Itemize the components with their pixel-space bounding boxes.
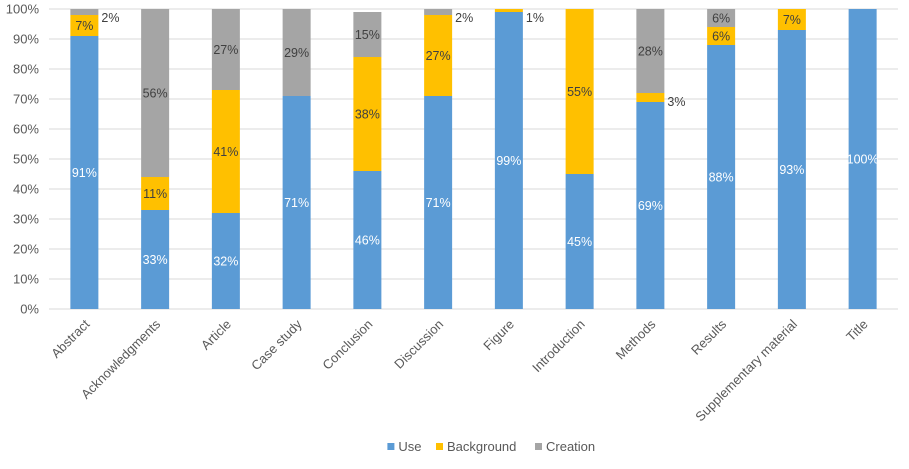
bar-segment-creation: [424, 9, 453, 15]
bar-segment-background: [494, 9, 523, 12]
y-tick-label: 70%: [13, 92, 39, 107]
data-label: 27%: [426, 49, 451, 63]
bar-segment-background: [565, 9, 594, 174]
y-tick-label: 100%: [6, 2, 40, 17]
y-tick-label: 20%: [13, 242, 39, 257]
y-tick-label: 80%: [13, 62, 39, 77]
legend-label: Use: [398, 439, 421, 454]
bar-segment-use: [707, 45, 736, 309]
x-tick-label: Case study: [248, 316, 305, 373]
bar-segment-use: [636, 102, 665, 309]
data-label: 27%: [213, 43, 238, 57]
bar-segment-use: [424, 96, 453, 309]
bar-segment-use: [848, 9, 877, 309]
data-label: 7%: [783, 13, 801, 27]
bar-segment-use: [70, 36, 99, 309]
data-label: 71%: [284, 196, 309, 210]
legend-swatch: [387, 443, 395, 450]
y-tick-label: 30%: [13, 212, 39, 227]
bar-segment-background: [353, 57, 382, 171]
bar-segment-use: [565, 174, 594, 309]
data-label: 15%: [355, 28, 380, 42]
data-label: 99%: [496, 154, 521, 168]
y-tick-label: 90%: [13, 32, 39, 47]
bar-segment-use: [211, 213, 240, 309]
x-tick-label: Title: [843, 317, 871, 345]
x-tick-label: Conclusion: [319, 317, 375, 373]
bar-segment-creation: [353, 12, 382, 57]
y-tick-label: 0%: [20, 302, 39, 317]
legend-label: Background: [447, 439, 516, 454]
data-label: 7%: [75, 19, 93, 33]
bar-segment-use: [353, 171, 382, 309]
bar-segment-creation: [70, 9, 99, 15]
bar-segment-background: [707, 27, 736, 45]
bar-segment-creation: [707, 9, 736, 27]
data-label: 56%: [143, 87, 168, 101]
data-label: 41%: [213, 145, 238, 159]
bar-segment-background: [211, 90, 240, 213]
bar-segment-background: [636, 93, 665, 102]
data-label: 32%: [213, 255, 238, 269]
bar-segment-creation: [282, 9, 311, 96]
bar-segment-use: [282, 96, 311, 309]
x-tick-label: Introduction: [529, 317, 588, 376]
data-label: 88%: [709, 171, 734, 185]
bar-segment-background: [777, 9, 806, 30]
data-label: 33%: [143, 253, 168, 267]
data-label: 3%: [667, 95, 685, 109]
y-tick-label: 10%: [13, 272, 39, 287]
legend-swatch: [535, 443, 542, 450]
data-label: 6%: [712, 12, 730, 26]
bar-segment-background: [424, 15, 453, 96]
x-tick-label: Acknowledgments: [78, 316, 164, 402]
bar-segment-background: [70, 15, 99, 36]
bar-segment-use: [141, 210, 170, 309]
data-label: 2%: [101, 11, 119, 25]
data-label: 71%: [426, 196, 451, 210]
data-label: 2%: [455, 11, 473, 25]
data-label: 6%: [712, 30, 730, 44]
bar-segment-creation: [636, 9, 665, 93]
x-tick-label: Methods: [613, 316, 659, 362]
data-label: 69%: [638, 199, 663, 213]
data-label: 100%: [847, 153, 879, 167]
data-label: 91%: [72, 166, 97, 180]
legend-swatch: [436, 443, 443, 450]
y-tick-label: 60%: [13, 122, 39, 137]
bar-segment-use: [494, 12, 523, 309]
y-tick-label: 40%: [13, 182, 39, 197]
x-tick-label: Figure: [480, 317, 517, 354]
x-tick-label: Article: [198, 317, 234, 353]
data-label: 45%: [567, 235, 592, 249]
bar-segment-creation: [211, 9, 240, 90]
x-tick-label: Discussion: [391, 317, 446, 372]
data-label: 28%: [638, 45, 663, 59]
data-label: 29%: [284, 46, 309, 60]
legend-label: Creation: [546, 439, 595, 454]
x-tick-label: Abstract: [48, 316, 93, 361]
x-tick-label: Results: [688, 316, 730, 358]
data-label: 46%: [355, 234, 380, 248]
bar-segment-creation: [141, 9, 170, 177]
data-label: 93%: [779, 163, 804, 177]
data-label: 38%: [355, 108, 380, 122]
y-tick-label: 50%: [13, 152, 39, 167]
data-label: 1%: [526, 11, 544, 25]
bar-segment-background: [141, 177, 170, 210]
data-label: 55%: [567, 85, 592, 99]
data-label: 11%: [143, 187, 167, 201]
bar-segment-use: [777, 30, 806, 309]
